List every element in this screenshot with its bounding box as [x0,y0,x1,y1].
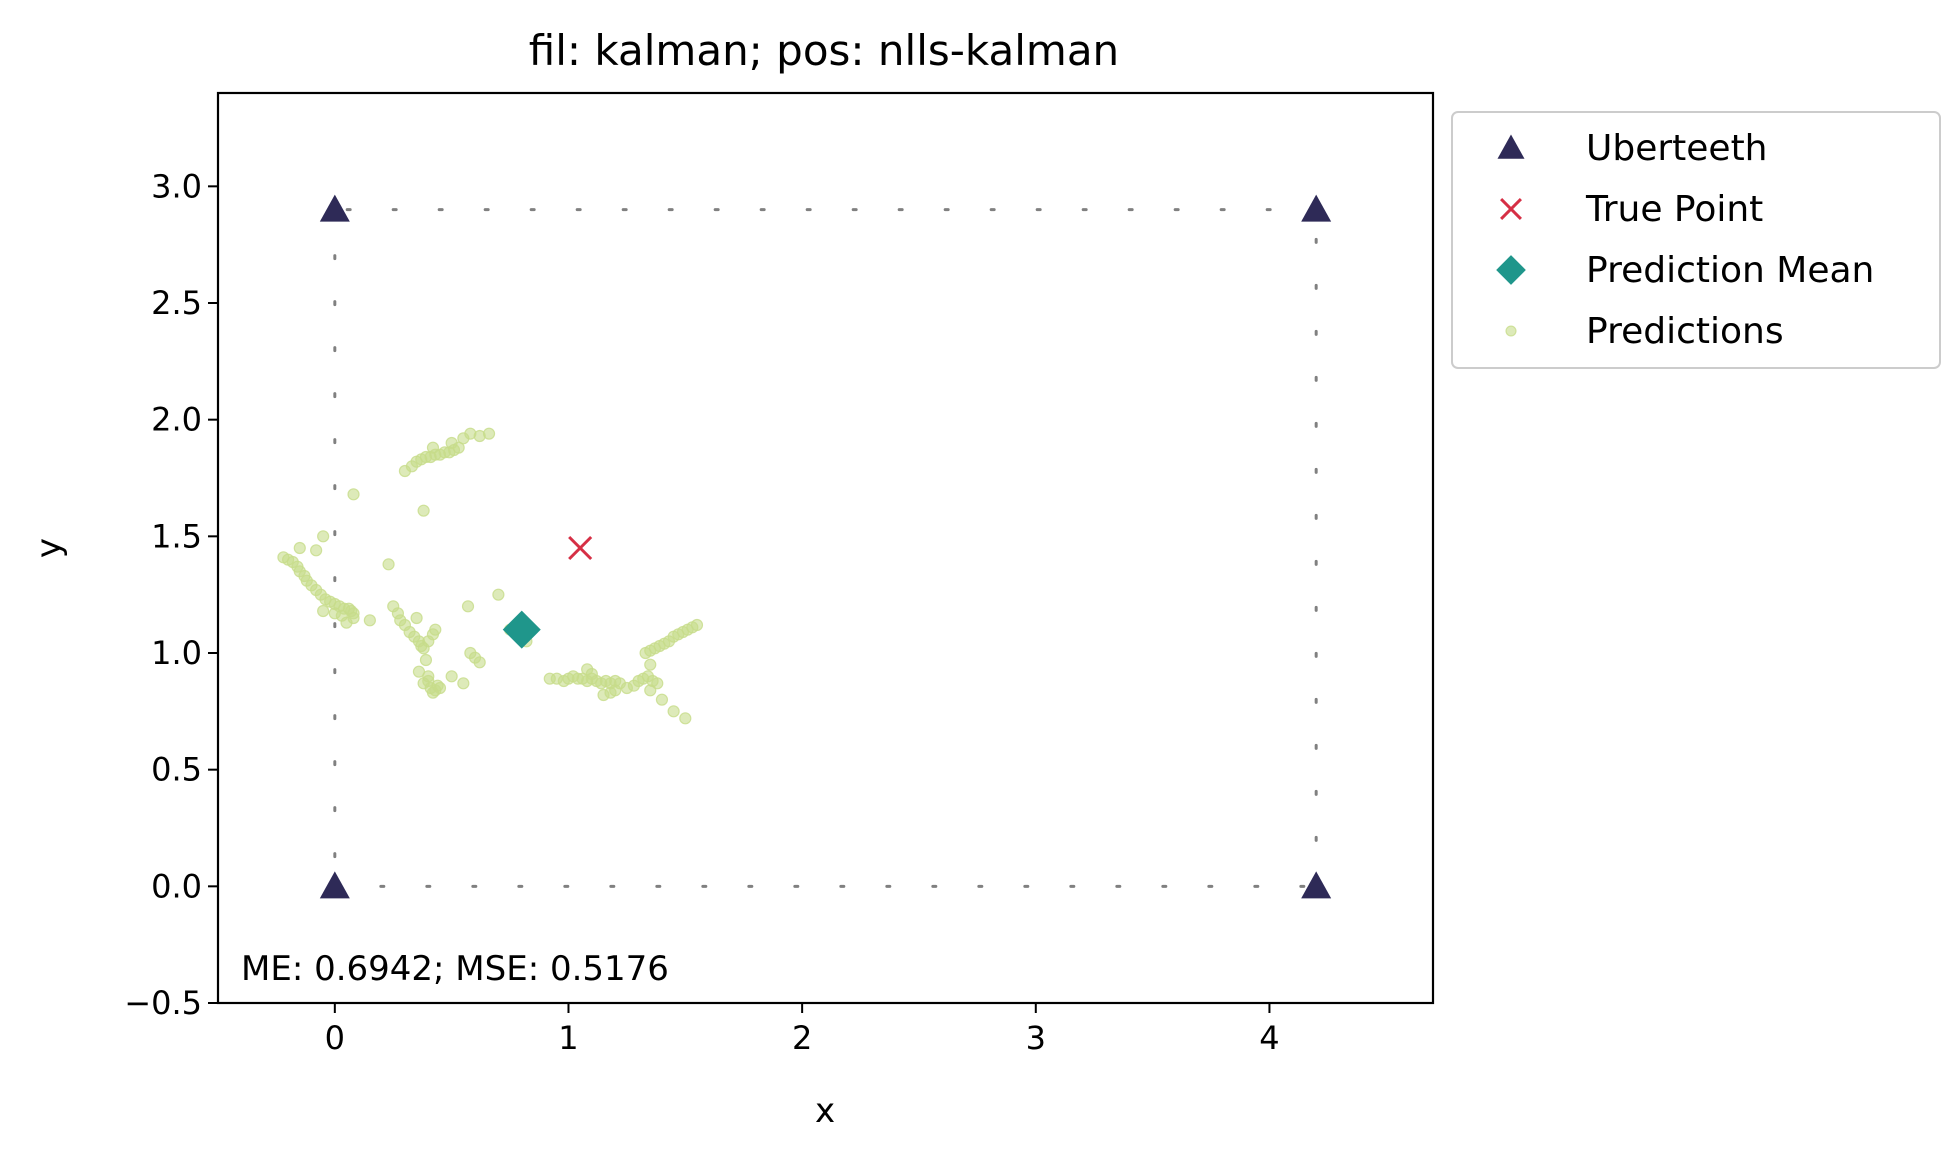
y-tick-label: 1.5 [151,517,202,555]
x-tick-label: 2 [792,1019,812,1057]
true-point [568,535,593,561]
prediction-mean-point [502,610,541,649]
prediction-point [429,623,442,636]
prediction-point [310,544,323,557]
error-annotation: ME: 0.6942; MSE: 0.5176 [241,949,669,989]
legend-entry: Predictions [1505,311,1784,352]
legend-dot-icon [1505,325,1517,337]
prediction-point [412,665,426,678]
prediction-point [667,705,680,718]
prediction-point [363,614,376,627]
prediction-point [317,604,330,618]
uberteeth-point [1301,871,1332,899]
y-tick-label: 0.0 [151,867,202,905]
prediction-point [473,656,486,669]
y-tick-label: 3.0 [151,167,202,205]
x-tick-label: 3 [1026,1019,1046,1057]
legend-diamond-icon [1496,255,1526,285]
prediction-point [679,712,692,725]
legend-x-icon-stroke-2 [1500,198,1522,220]
y-tick-label: 0.5 [151,751,202,789]
legend-label: Predictions [1586,311,1784,352]
legend-triangle-icon [1497,134,1525,159]
prediction-point [405,460,419,473]
uberteeth-point [319,871,350,899]
prediction-point [585,667,598,681]
prediction-point [347,488,360,501]
y-tick-label: 2.5 [151,284,202,322]
prediction-point [433,681,447,695]
x-tick-label: 4 [1259,1019,1279,1057]
prediction-point [426,441,440,454]
legend-entry: True Point [1500,189,1763,230]
prediction-point [644,658,657,671]
legend-frame [1451,111,1941,369]
prediction-point [445,436,458,450]
y-tick-label: 2.0 [151,401,202,439]
prediction-point [492,588,505,601]
prediction-point [419,653,433,667]
prediction-point [382,558,395,571]
x-axis: 0 1 2 3 4 [325,1003,1280,1057]
legend-label: True Point [1585,189,1763,230]
x-tick-label: 1 [558,1019,578,1057]
marker-series [319,194,1332,899]
plot-frame [216,91,1435,1005]
prediction-point [644,684,657,697]
uberteeth-point [319,194,350,222]
plot-area [218,93,1433,1003]
prediction-point [655,693,669,706]
prediction-point [293,541,306,555]
prediction-point [417,504,430,517]
prediction-point [410,611,423,625]
legend-label: Uberteeth [1586,128,1768,169]
prediction-point [473,429,486,443]
true-point-stroke-2 [568,535,593,561]
x-axis-title: x [815,1091,835,1131]
prediction-point [690,618,704,632]
y-axis-title: y [29,538,69,558]
legend-entries: Uberteeth True Point Prediction Mean Predic… [1496,128,1874,352]
prediction-point [445,670,458,683]
legend-label: Prediction Mean [1586,250,1874,291]
prediction-point [457,677,470,690]
legend: Uberteeth True Point Prediction Mean Predic… [1451,111,1941,369]
legend-x-icon [1500,198,1522,220]
y-axis: −0.5 0.0 0.5 1.0 1.5 2.0 2.5 3.0 [124,167,218,1022]
prediction-point [347,611,360,625]
legend-entry: Uberteeth [1497,128,1768,169]
prediction-point [317,530,330,543]
chart-title: fil: kalman; pos: nlls-kalman [529,26,1119,75]
legend-entry: Prediction Mean [1496,250,1874,291]
x-tick-label: 0 [325,1019,345,1057]
predictions-series [277,427,704,725]
prediction-point [609,684,622,697]
prediction-point [422,674,435,688]
uberteeth-point [1301,194,1332,222]
y-tick-label: 1.0 [151,634,202,672]
y-tick-label: −0.5 [124,984,202,1022]
prediction-point [461,600,475,613]
